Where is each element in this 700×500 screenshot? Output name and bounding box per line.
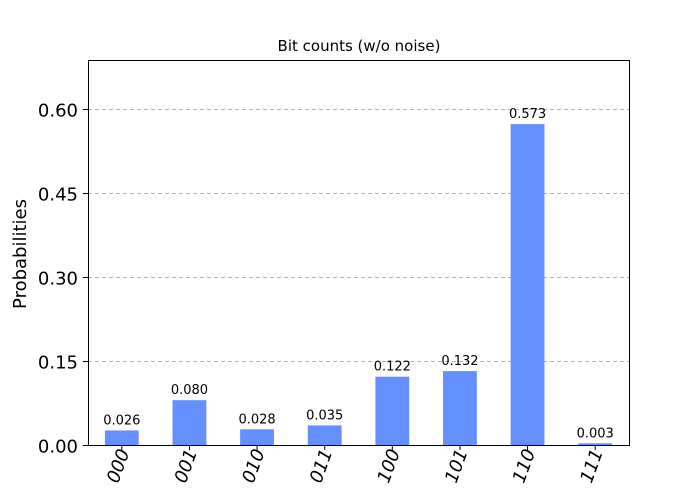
data-label: 0.132 <box>441 354 478 369</box>
y-axis-label: Probabilities <box>10 199 31 309</box>
data-label: 0.026 <box>103 413 140 428</box>
bar <box>443 371 477 445</box>
x-tick-label: 111 <box>576 446 607 485</box>
y-tick-label: 0.30 <box>38 269 78 290</box>
bar <box>172 400 207 445</box>
data-label: 0.122 <box>374 360 411 375</box>
data-label: 0.080 <box>171 383 208 398</box>
bar <box>578 443 613 445</box>
data-label: 0.003 <box>577 426 614 441</box>
data-labels: 0.026 0.080 0.028 0.035 0.122 0.132 0.573 0.003 <box>103 107 614 441</box>
y-tick-label: 0.60 <box>38 101 78 122</box>
x-tick-label: 000 <box>103 446 134 485</box>
bar <box>307 425 342 445</box>
y-tick-label: 0.45 <box>38 185 78 206</box>
x-tick-label: 001 <box>171 446 202 485</box>
x-tick-label: 101 <box>441 446 472 485</box>
grid-lines <box>88 109 629 362</box>
data-label: 0.035 <box>306 408 343 423</box>
data-label: 0.573 <box>509 107 546 122</box>
x-tick-label: 010 <box>238 446 269 485</box>
plot-frame <box>88 60 630 446</box>
data-label: 0.028 <box>238 412 275 427</box>
x-tick-label: 110 <box>509 446 540 485</box>
x-tick-label: 011 <box>306 446 337 485</box>
x-tick-label: 100 <box>373 446 404 485</box>
chart-title: Bit counts (w/o noise) <box>278 37 441 55</box>
y-tick-label: 0.15 <box>38 353 78 374</box>
bar <box>510 124 545 446</box>
x-axis-ticks: 000 001 010 011 100 101 110 111 <box>103 445 608 486</box>
bar <box>104 430 139 445</box>
bar <box>240 429 274 445</box>
bars <box>104 124 613 446</box>
y-tick-label: 0.00 <box>38 437 78 458</box>
y-axis-ticks: 0.00 0.15 0.30 0.45 0.60 <box>38 101 88 458</box>
bar <box>375 376 410 445</box>
